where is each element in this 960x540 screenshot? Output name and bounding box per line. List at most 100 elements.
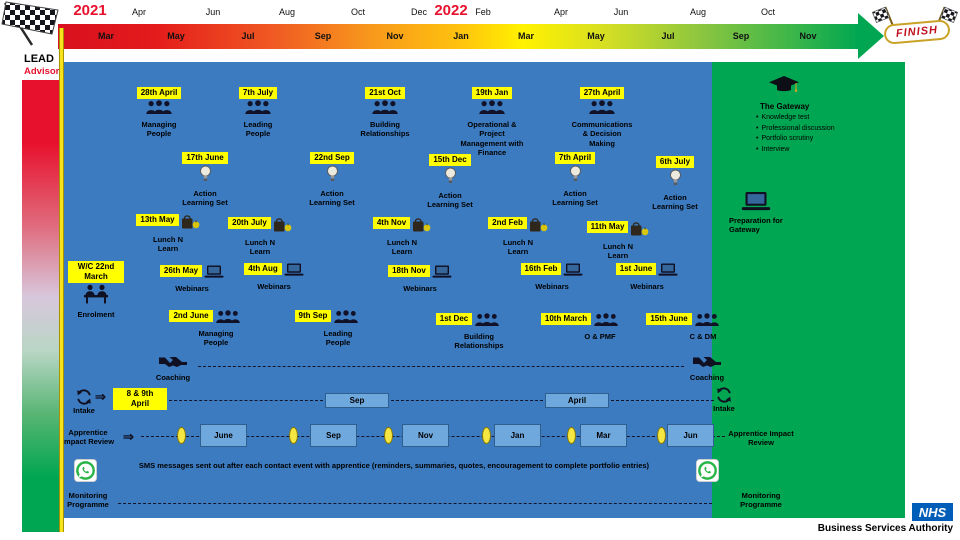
workshop-event: 9th Sep Leading People xyxy=(279,310,375,348)
lunch-n-learn-event: 13th May Lunch N Learn xyxy=(125,214,211,254)
review-month: Jun xyxy=(667,424,714,447)
workshop-event: 19th Jan Operational & Project Managemen… xyxy=(447,82,537,158)
people-icon xyxy=(474,313,500,331)
workshop-event: 7th July Leading People xyxy=(213,82,303,139)
action-learning-set-event: 6th July Action Learning Set xyxy=(635,151,715,212)
event-label: Lunch N Learn xyxy=(603,242,633,261)
handshake-icon xyxy=(146,354,200,372)
review-point-marker xyxy=(289,427,298,444)
action-learning-set-event: 17th June Action Learning Set xyxy=(165,147,245,208)
workshop-event: 28th April Managing People xyxy=(114,82,204,139)
programme-progress-bar xyxy=(22,80,60,532)
event-date: 16th Feb xyxy=(520,263,562,275)
event-date: 13th May xyxy=(136,214,179,226)
gateway-bullet: Knowledge test xyxy=(756,113,835,124)
review-month: June xyxy=(200,424,247,447)
event-date: 9th Sep xyxy=(294,310,332,322)
webinar-event: 16th Feb Webinars xyxy=(506,263,598,291)
gateway-bullet-text: Portfolio scrutiny xyxy=(761,135,814,142)
lunch-icon xyxy=(630,221,649,241)
event-label: Leading People xyxy=(243,120,273,139)
timeline-month: Aug xyxy=(689,7,707,17)
review-month: Nov xyxy=(402,424,449,447)
nhs-logo: NHS xyxy=(912,503,953,521)
intake-milestone: 8 & 9th April xyxy=(111,388,169,411)
coaching-label: Coaching xyxy=(155,373,191,382)
coaching-label: Coaching xyxy=(689,373,725,382)
timeline-month: Dec xyxy=(410,7,428,17)
gateway-bullet: Interview xyxy=(756,145,835,156)
timeline-month: Nov xyxy=(799,31,817,41)
whatsapp-icon xyxy=(696,459,719,487)
lightbulb-icon xyxy=(165,165,245,188)
timeline-month: Aug xyxy=(278,7,296,17)
coaching-marker: Coaching xyxy=(680,354,734,382)
timeline-month: Jun xyxy=(613,7,629,17)
event-label: Building Relationships xyxy=(360,120,410,139)
timeline-month: Nov xyxy=(386,31,404,41)
people-icon xyxy=(340,100,430,119)
year-end-label: 2022 xyxy=(434,2,468,19)
lunch-icon xyxy=(181,214,200,234)
monitoring-label: Monitoring Programme xyxy=(67,491,109,510)
impact-review-label: Apprentice Impact Review xyxy=(728,429,794,448)
event-label: Building Relationships xyxy=(454,332,504,351)
event-date: 19th Jan xyxy=(471,87,513,99)
event-label: Leading People xyxy=(323,329,353,348)
timeline-month: Oct xyxy=(350,7,366,17)
webinar-laptop-icon xyxy=(284,263,304,281)
impact-review-label: Apprentice Impact Review xyxy=(61,428,115,447)
event-date: 27th April xyxy=(579,87,625,99)
lunch-n-learn-event: 11th May Lunch N Learn xyxy=(575,221,661,261)
webinar-laptop-icon xyxy=(658,263,678,281)
review-point-marker xyxy=(657,427,666,444)
timeline-month: Mar xyxy=(97,31,115,41)
intake-milestone: Sep xyxy=(325,393,389,408)
event-label: Managing People xyxy=(141,120,177,139)
timeline-month: Sep xyxy=(314,31,332,41)
flow-arrow: ⇒ xyxy=(123,429,134,444)
event-label: Enrolment xyxy=(77,310,115,319)
event-date: 22nd Sep xyxy=(310,152,354,164)
webinar-laptop-icon xyxy=(432,265,452,283)
finish-banner: FINISH xyxy=(883,19,951,45)
handshake-icon xyxy=(680,354,734,372)
webinar-event: 1st June Webinars xyxy=(601,263,693,291)
monitoring-timeline-line xyxy=(118,503,712,504)
people-icon xyxy=(557,100,647,119)
timeline-month: Mar xyxy=(517,31,535,41)
monitoring-label: Monitoring Programme xyxy=(740,491,782,510)
gateway-bullet: Professional discussion xyxy=(756,124,834,135)
gateway-bullet-text: Interview xyxy=(761,145,790,153)
people-icon xyxy=(694,313,720,331)
intake-timeline-line xyxy=(611,400,714,401)
event-date: 7th April xyxy=(554,152,596,164)
event-date: 21st Oct xyxy=(365,87,405,99)
nhs-logo-text: NHS xyxy=(918,504,947,520)
webinar-event: 18th Nov Webinars xyxy=(374,265,466,293)
timeline-month: Oct xyxy=(760,7,776,17)
event-label: Webinars xyxy=(630,282,664,291)
intake-label: Intake xyxy=(73,406,95,415)
event-label: Communications & Decision Making xyxy=(571,120,633,148)
review-month: Sep xyxy=(310,424,357,447)
timeline-gradient-arrow xyxy=(58,24,860,49)
enrolment-event: W/C 22nd March Enrolment xyxy=(64,261,128,319)
action-learning-set-event: 15th Dec Action Learning Set xyxy=(410,149,490,210)
gateway-bullet: Portfolio scrutiny xyxy=(756,134,835,145)
gateway-preparation-label: Preparation for Gateway xyxy=(729,216,783,235)
people-icon xyxy=(213,100,303,119)
event-date: 1st June xyxy=(615,263,657,275)
workshop-event: 1st Dec Building Relationships xyxy=(420,313,516,351)
timeline-month: May xyxy=(587,31,605,41)
event-label: Action Learning Set xyxy=(427,191,473,210)
event-date: 2nd June xyxy=(169,310,213,322)
timeline-month: Sep xyxy=(732,31,750,41)
event-label: Action Learning Set xyxy=(552,189,598,208)
lightbulb-icon xyxy=(535,165,615,188)
event-date: 26th May xyxy=(159,265,203,277)
event-label: Webinars xyxy=(257,282,291,291)
intake-label: Intake xyxy=(713,404,735,413)
review-month: Mar xyxy=(580,424,627,447)
people-icon xyxy=(447,100,537,119)
